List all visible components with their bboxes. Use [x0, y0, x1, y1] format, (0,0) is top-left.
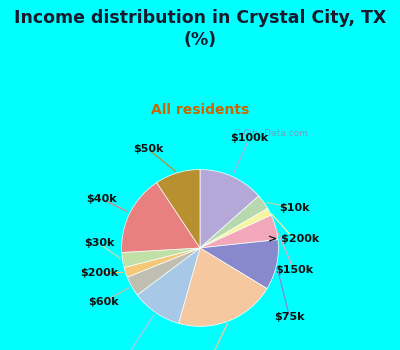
Wedge shape: [200, 169, 259, 248]
Text: > $200k: > $200k: [268, 234, 320, 244]
Wedge shape: [200, 196, 268, 248]
Text: $75k: $75k: [274, 313, 305, 322]
Wedge shape: [122, 183, 200, 252]
Text: $40k: $40k: [86, 194, 117, 204]
Text: $60k: $60k: [88, 297, 119, 307]
Text: $200k: $200k: [80, 268, 118, 278]
Wedge shape: [157, 169, 200, 248]
Text: $50k: $50k: [133, 145, 164, 154]
Text: Income distribution in Crystal City, TX
(%): Income distribution in Crystal City, TX …: [14, 9, 386, 49]
Wedge shape: [137, 248, 200, 323]
Wedge shape: [122, 248, 200, 267]
Text: $10k: $10k: [279, 203, 309, 212]
Text: $30k: $30k: [84, 238, 114, 248]
Wedge shape: [178, 248, 267, 326]
Wedge shape: [200, 240, 278, 289]
Text: ⓘ City-Data.com: ⓘ City-Data.com: [235, 129, 308, 138]
Wedge shape: [127, 248, 200, 295]
Wedge shape: [200, 215, 278, 248]
Text: $100k: $100k: [230, 133, 268, 143]
Wedge shape: [124, 248, 200, 277]
Text: $150k: $150k: [275, 265, 313, 275]
Wedge shape: [200, 208, 271, 248]
Text: All residents: All residents: [151, 103, 249, 117]
